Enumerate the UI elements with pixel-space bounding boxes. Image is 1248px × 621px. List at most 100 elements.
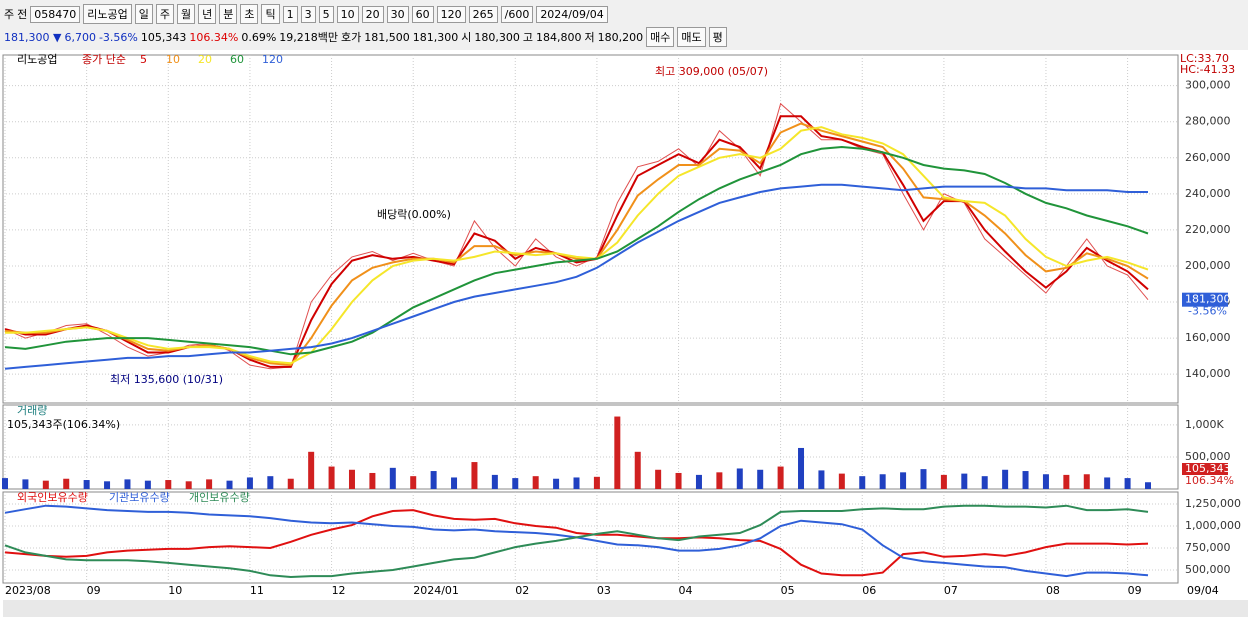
quote-button[interactable]: 매수 (646, 27, 675, 47)
toolbar: 주 전 058470 리노공업 일 주 월 년 분 초 틱 1 3 5 10 20 30 60 120 265/600… (0, 3, 608, 25)
toolbar-item[interactable]: 058470 (30, 5, 81, 23)
volume-bar (410, 476, 417, 489)
y-tick-label: 750,000 (1185, 541, 1231, 554)
last-price-box (1182, 292, 1228, 307)
volume-bar (206, 479, 213, 489)
series-line (4, 183, 1148, 370)
volume-bar (553, 478, 560, 489)
volume-bar (491, 474, 498, 489)
y-tick-label: 160,000 (1185, 331, 1231, 344)
panel-title: 거래량 (17, 404, 47, 417)
quote-item: 106.34% (189, 30, 239, 44)
scrollbar[interactable] (3, 600, 1248, 617)
series-line (5, 126, 1149, 365)
x-tick-label: 12 (332, 584, 346, 597)
quote-item: 181,300 ▼ (4, 30, 62, 44)
y-tick-label: 500,000 (1185, 563, 1231, 576)
annotation: 배당락(0.00%) (377, 208, 451, 221)
volume-bar (471, 462, 478, 489)
series-line (4, 504, 1149, 579)
toolbar-item[interactable]: 3 (300, 5, 316, 23)
toolbar-item[interactable]: 2024/09/04 (536, 5, 608, 23)
toolbar-item[interactable]: 265 (468, 5, 498, 23)
volume-bar (1002, 469, 1009, 489)
toolbar-item[interactable]: 20 (361, 5, 384, 23)
volume-bar (532, 476, 539, 489)
x-tick-label: 09 (1128, 584, 1142, 597)
x-tick-label: 02 (515, 584, 529, 597)
volume-bar (1022, 471, 1029, 489)
quote-item: 호가 (341, 31, 362, 44)
right-label: HC:-41.33 (1180, 63, 1235, 76)
quote-item: 0.69% (241, 30, 277, 44)
last-price: 181,300 (1185, 293, 1231, 306)
volume-bar (512, 478, 519, 489)
toolbar-item[interactable]: 60 (411, 5, 434, 23)
last-date: 09/04 (1187, 584, 1219, 597)
volume-bar (961, 473, 968, 489)
y-tick-label: 500,000 (1185, 450, 1231, 463)
last-volume: 105,343 (1185, 462, 1231, 475)
volume-bar (42, 480, 49, 489)
volume-bar (736, 468, 743, 489)
volume-bar (1063, 474, 1070, 489)
volume-bar (83, 480, 90, 489)
toolbar-item[interactable]: /600 (500, 5, 534, 23)
toolbar-item[interactable]: 년 (198, 4, 217, 24)
toolbar-item[interactable]: 리노공업 (83, 4, 132, 24)
volume-bar (1042, 474, 1049, 489)
toolbar-item[interactable]: 1 (282, 5, 298, 23)
toolbar-item[interactable]: 초 (240, 4, 259, 24)
volume-bar (287, 478, 294, 489)
toolbar-item[interactable]: 일 (134, 4, 153, 24)
toolbar-item[interactable]: 주 (155, 4, 174, 24)
quote-bar: 181,300 ▼ 6,700 -3.56% 105,343 106.34% 0.69% 1… (0, 26, 727, 48)
last-change: -3.56% (1188, 305, 1227, 318)
right-label: LC:33.70 (1180, 52, 1229, 65)
volume-bar (308, 451, 315, 489)
series-line (4, 145, 1149, 356)
y-tick-label: 220,000 (1185, 223, 1231, 236)
volume-bar (389, 467, 396, 489)
toolbar-item[interactable]: 전 (17, 8, 28, 21)
annotation: 최저 135,600 (10/31) (110, 373, 223, 386)
x-tick-label: 10 (168, 584, 182, 597)
toolbar-item[interactable]: 월 (176, 4, 196, 24)
toolbar-item[interactable]: 120 (436, 5, 466, 23)
panel-frame (2, 404, 1179, 490)
y-tick-label: 1,000K (1185, 418, 1224, 431)
y-tick-label: 260,000 (1185, 151, 1231, 164)
volume-bar (859, 476, 866, 489)
panel-frame (2, 54, 1179, 404)
legend-entry: 60 (230, 53, 244, 66)
quote-button[interactable]: 평 (708, 27, 727, 47)
volume-bar (920, 469, 927, 489)
volume-bar (267, 476, 274, 489)
toolbar-item[interactable]: 10 (336, 5, 359, 23)
quote-item: 저 (584, 31, 595, 44)
volume-bar (451, 477, 458, 489)
toolbar-item[interactable]: 5 (318, 5, 334, 23)
quote-button[interactable]: 매도 (677, 27, 706, 47)
volume-bar (22, 479, 29, 489)
legend-entry: 기관보유수량 (109, 491, 170, 504)
volume-bar (348, 469, 355, 489)
toolbar-item[interactable]: 틱 (261, 4, 280, 24)
x-tick-label: 2024/01 (413, 584, 459, 597)
volume-bar (328, 466, 335, 489)
quote-item: 시 (461, 31, 472, 44)
toolbar-item[interactable]: 주 (4, 8, 15, 21)
x-tick-label: 05 (781, 584, 795, 597)
volume-bar (798, 447, 805, 489)
volume-bar (1124, 478, 1131, 489)
volume-bar (757, 469, 764, 489)
x-tick-label: 03 (597, 584, 611, 597)
toolbar-item[interactable]: 분 (219, 4, 238, 24)
volume-bar (716, 472, 723, 489)
x-tick-label: 07 (944, 584, 958, 597)
legend-entry: 20 (198, 53, 212, 66)
quote-item: -3.56% (98, 30, 138, 44)
toolbar-item[interactable]: 30 (386, 5, 409, 23)
y-tick-label: 1,000,000 (1185, 519, 1241, 532)
